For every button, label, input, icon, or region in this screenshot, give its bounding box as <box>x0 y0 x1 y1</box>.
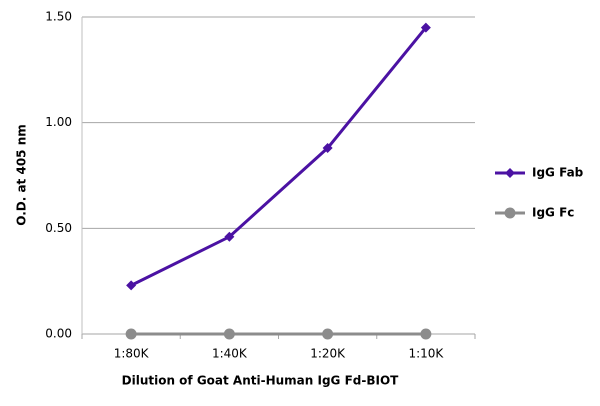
marker <box>125 328 137 340</box>
y-tick-label: 1.00 <box>45 115 72 129</box>
legend-label: IgG Fc <box>532 206 574 220</box>
marker <box>224 231 235 242</box>
x-axis-label: Dilution of Goat Anti-Human IgG Fd-BIOT <box>122 374 400 388</box>
marker <box>223 328 235 340</box>
y-tick-label: 0.50 <box>45 221 72 235</box>
marker <box>504 207 516 219</box>
marker <box>322 328 334 340</box>
y-axis-label: O.D. at 405 nm <box>15 124 29 225</box>
marker <box>420 328 432 340</box>
series-line <box>130 26 428 287</box>
x-tick-label: 1:20K <box>310 347 346 361</box>
marker <box>126 280 137 291</box>
marker <box>505 168 515 178</box>
y-tick-label: 0.00 <box>45 327 72 341</box>
marker <box>322 143 333 154</box>
x-tick-label: 1:10K <box>408 347 444 361</box>
y-tick-label: 1.50 <box>45 10 72 24</box>
marker <box>420 22 431 33</box>
x-tick-label: 1:40K <box>212 347 248 361</box>
x-tick-label: 1:80K <box>114 347 150 361</box>
legend-label: IgG Fab <box>532 166 584 180</box>
